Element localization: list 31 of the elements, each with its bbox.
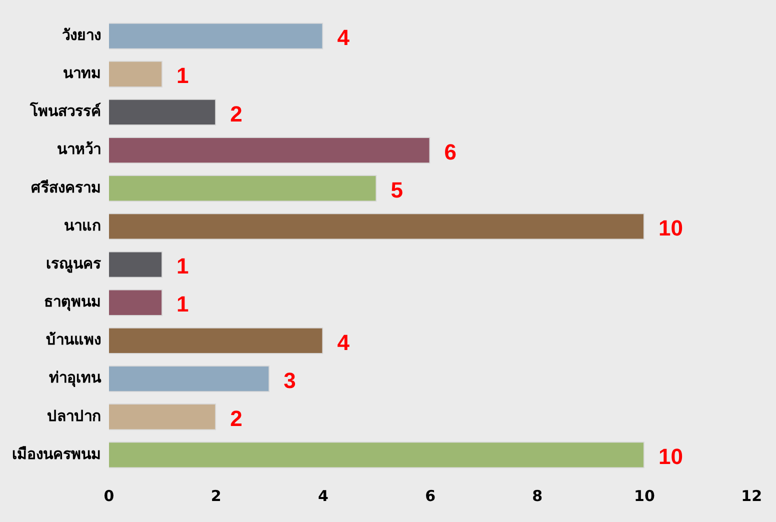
data-label: 3 [284, 368, 296, 393]
y-tick-label: ท่าอุเทน [49, 368, 102, 388]
y-tick-label: นาแก [64, 216, 101, 234]
x-tick-label: 6 [425, 486, 436, 505]
data-label: 10 [658, 444, 683, 470]
y-tick-label: เรณูนคร [46, 254, 102, 274]
y-tick-label: นาหว้า [57, 140, 101, 158]
data-label: 10 [658, 216, 683, 241]
data-label: 1 [176, 63, 189, 88]
x-tick-label: 4 [318, 486, 328, 505]
y-tick-label: บ้านแพง [46, 330, 101, 349]
x-tick-label: 10 [634, 486, 655, 505]
y-tick-label: ธาตุพนม [44, 292, 101, 312]
x-tick-label: 8 [532, 486, 543, 505]
y-tick-label: นาทม [63, 64, 101, 82]
y-tick-label: วังยาง [62, 26, 101, 44]
data-label: 1 [176, 292, 189, 317]
y-tick-label: ศรีสงคราม [31, 178, 101, 196]
data-label: 2 [230, 101, 242, 126]
x-tick-label: 12 [741, 486, 762, 505]
data-label: 4 [337, 25, 350, 50]
data-label: 4 [337, 330, 350, 355]
x-tick-label: 2 [210, 486, 222, 505]
data-label: 1 [176, 254, 189, 279]
y-tick-label: เมืองนครพนม [12, 444, 101, 463]
data-label: 2 [230, 406, 242, 431]
data-label: 5 [390, 177, 403, 202]
y-tick-label: ปลาปาก [47, 406, 101, 425]
data-label: 6 [444, 139, 457, 164]
y-tick-label: โพนสวรรค์ [29, 101, 101, 120]
x-tick-label: 0 [104, 486, 114, 505]
